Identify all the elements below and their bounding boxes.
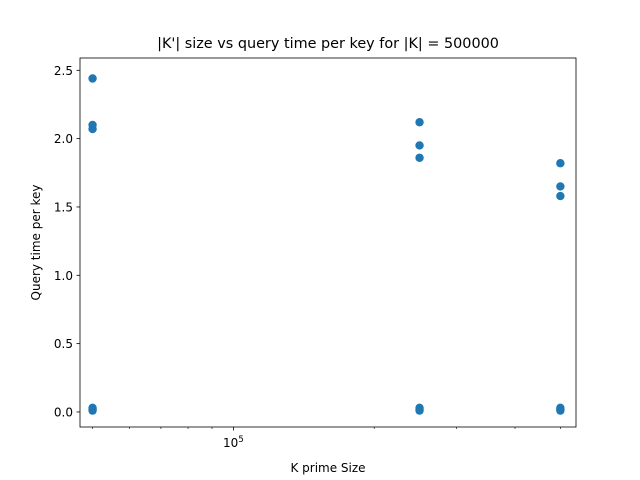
data-points [88, 74, 565, 415]
plot-frame [79, 57, 577, 428]
y-axis-title: Query time per key [29, 185, 43, 301]
data-point [415, 153, 424, 162]
y-tick-label: 1.5 [54, 200, 73, 214]
data-point [556, 406, 565, 415]
x-axis-title: K prime Size [290, 461, 365, 475]
data-point [415, 118, 424, 127]
y-tick-label: 0.5 [54, 337, 73, 351]
y-tick-label: 2.5 [54, 64, 73, 78]
data-point [415, 141, 424, 150]
data-point [88, 406, 97, 415]
y-axis-ticks: 0.0 0.5 1.0 1.5 2.0 2.5 [54, 64, 80, 419]
x-tick-label: 105 [223, 435, 244, 450]
x-tick-label-base: 10 [223, 436, 238, 450]
data-point [88, 124, 97, 134]
y-tick-label: 2.0 [54, 132, 73, 146]
data-point [556, 182, 565, 191]
data-point [556, 159, 565, 168]
data-point [415, 406, 424, 415]
data-point [556, 191, 565, 201]
y-tick-label: 0.0 [54, 405, 73, 419]
data-point [88, 74, 97, 83]
y-tick-label: 1.0 [54, 269, 73, 283]
plot-area [80, 58, 576, 427]
chart-title: |K'| size vs query time per key for |K| … [157, 36, 499, 52]
x-tick-label-exponent: 5 [238, 435, 243, 445]
